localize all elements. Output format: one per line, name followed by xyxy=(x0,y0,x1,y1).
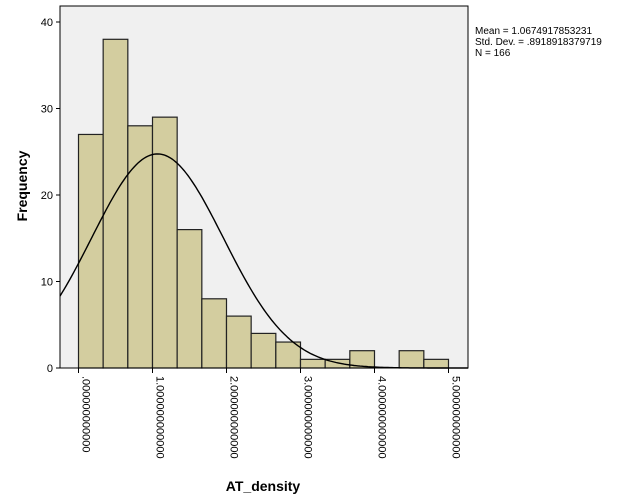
y-tick-label: 40 xyxy=(41,17,53,29)
stat-n: N = 166 xyxy=(475,48,511,59)
y-tick-label: 0 xyxy=(47,363,53,375)
histogram-bar xyxy=(275,341,302,369)
histogram-bar xyxy=(299,358,326,369)
y-tick-label: 10 xyxy=(41,277,53,289)
histogram-bar xyxy=(225,315,252,369)
x-tick-label: 1.000000000000 xyxy=(154,376,166,459)
histogram-bar xyxy=(201,298,228,369)
axes xyxy=(59,6,468,369)
y-axis-ticks: 0 10 20 30 40 xyxy=(41,17,60,375)
histogram-bar xyxy=(127,125,154,369)
x-tick-label: 3.000000000000 xyxy=(302,376,314,459)
histogram-bar xyxy=(102,38,129,369)
stat-mean: Mean = 1.0674917853231 xyxy=(475,26,593,37)
y-tick-label: 20 xyxy=(41,190,53,202)
stat-std-dev: Std. Dev. = .8918918379719 xyxy=(475,37,602,48)
statistics-box: Mean = 1.0674917853231 Std. Dev. = .8918… xyxy=(475,26,602,59)
histogram-bars xyxy=(77,38,450,369)
y-axis-label: Frequency xyxy=(14,150,30,222)
x-tick-label: 5.000000000000 xyxy=(450,376,462,459)
histogram-bar xyxy=(423,358,450,369)
x-tick-label: .000000000000 xyxy=(80,376,92,452)
histogram-bar xyxy=(250,332,277,369)
histogram-bar xyxy=(176,229,203,369)
y-tick-label: 30 xyxy=(41,104,53,116)
histogram-bar xyxy=(77,133,104,369)
x-tick-label: 2.000000000000 xyxy=(228,376,240,459)
histogram-bar xyxy=(398,350,425,369)
x-axis-ticks: .000000000000 1.000000000000 2.00000000000… xyxy=(78,368,462,459)
x-axis-label: AT_density xyxy=(225,478,301,494)
x-tick-label: 4.000000000000 xyxy=(376,376,388,459)
